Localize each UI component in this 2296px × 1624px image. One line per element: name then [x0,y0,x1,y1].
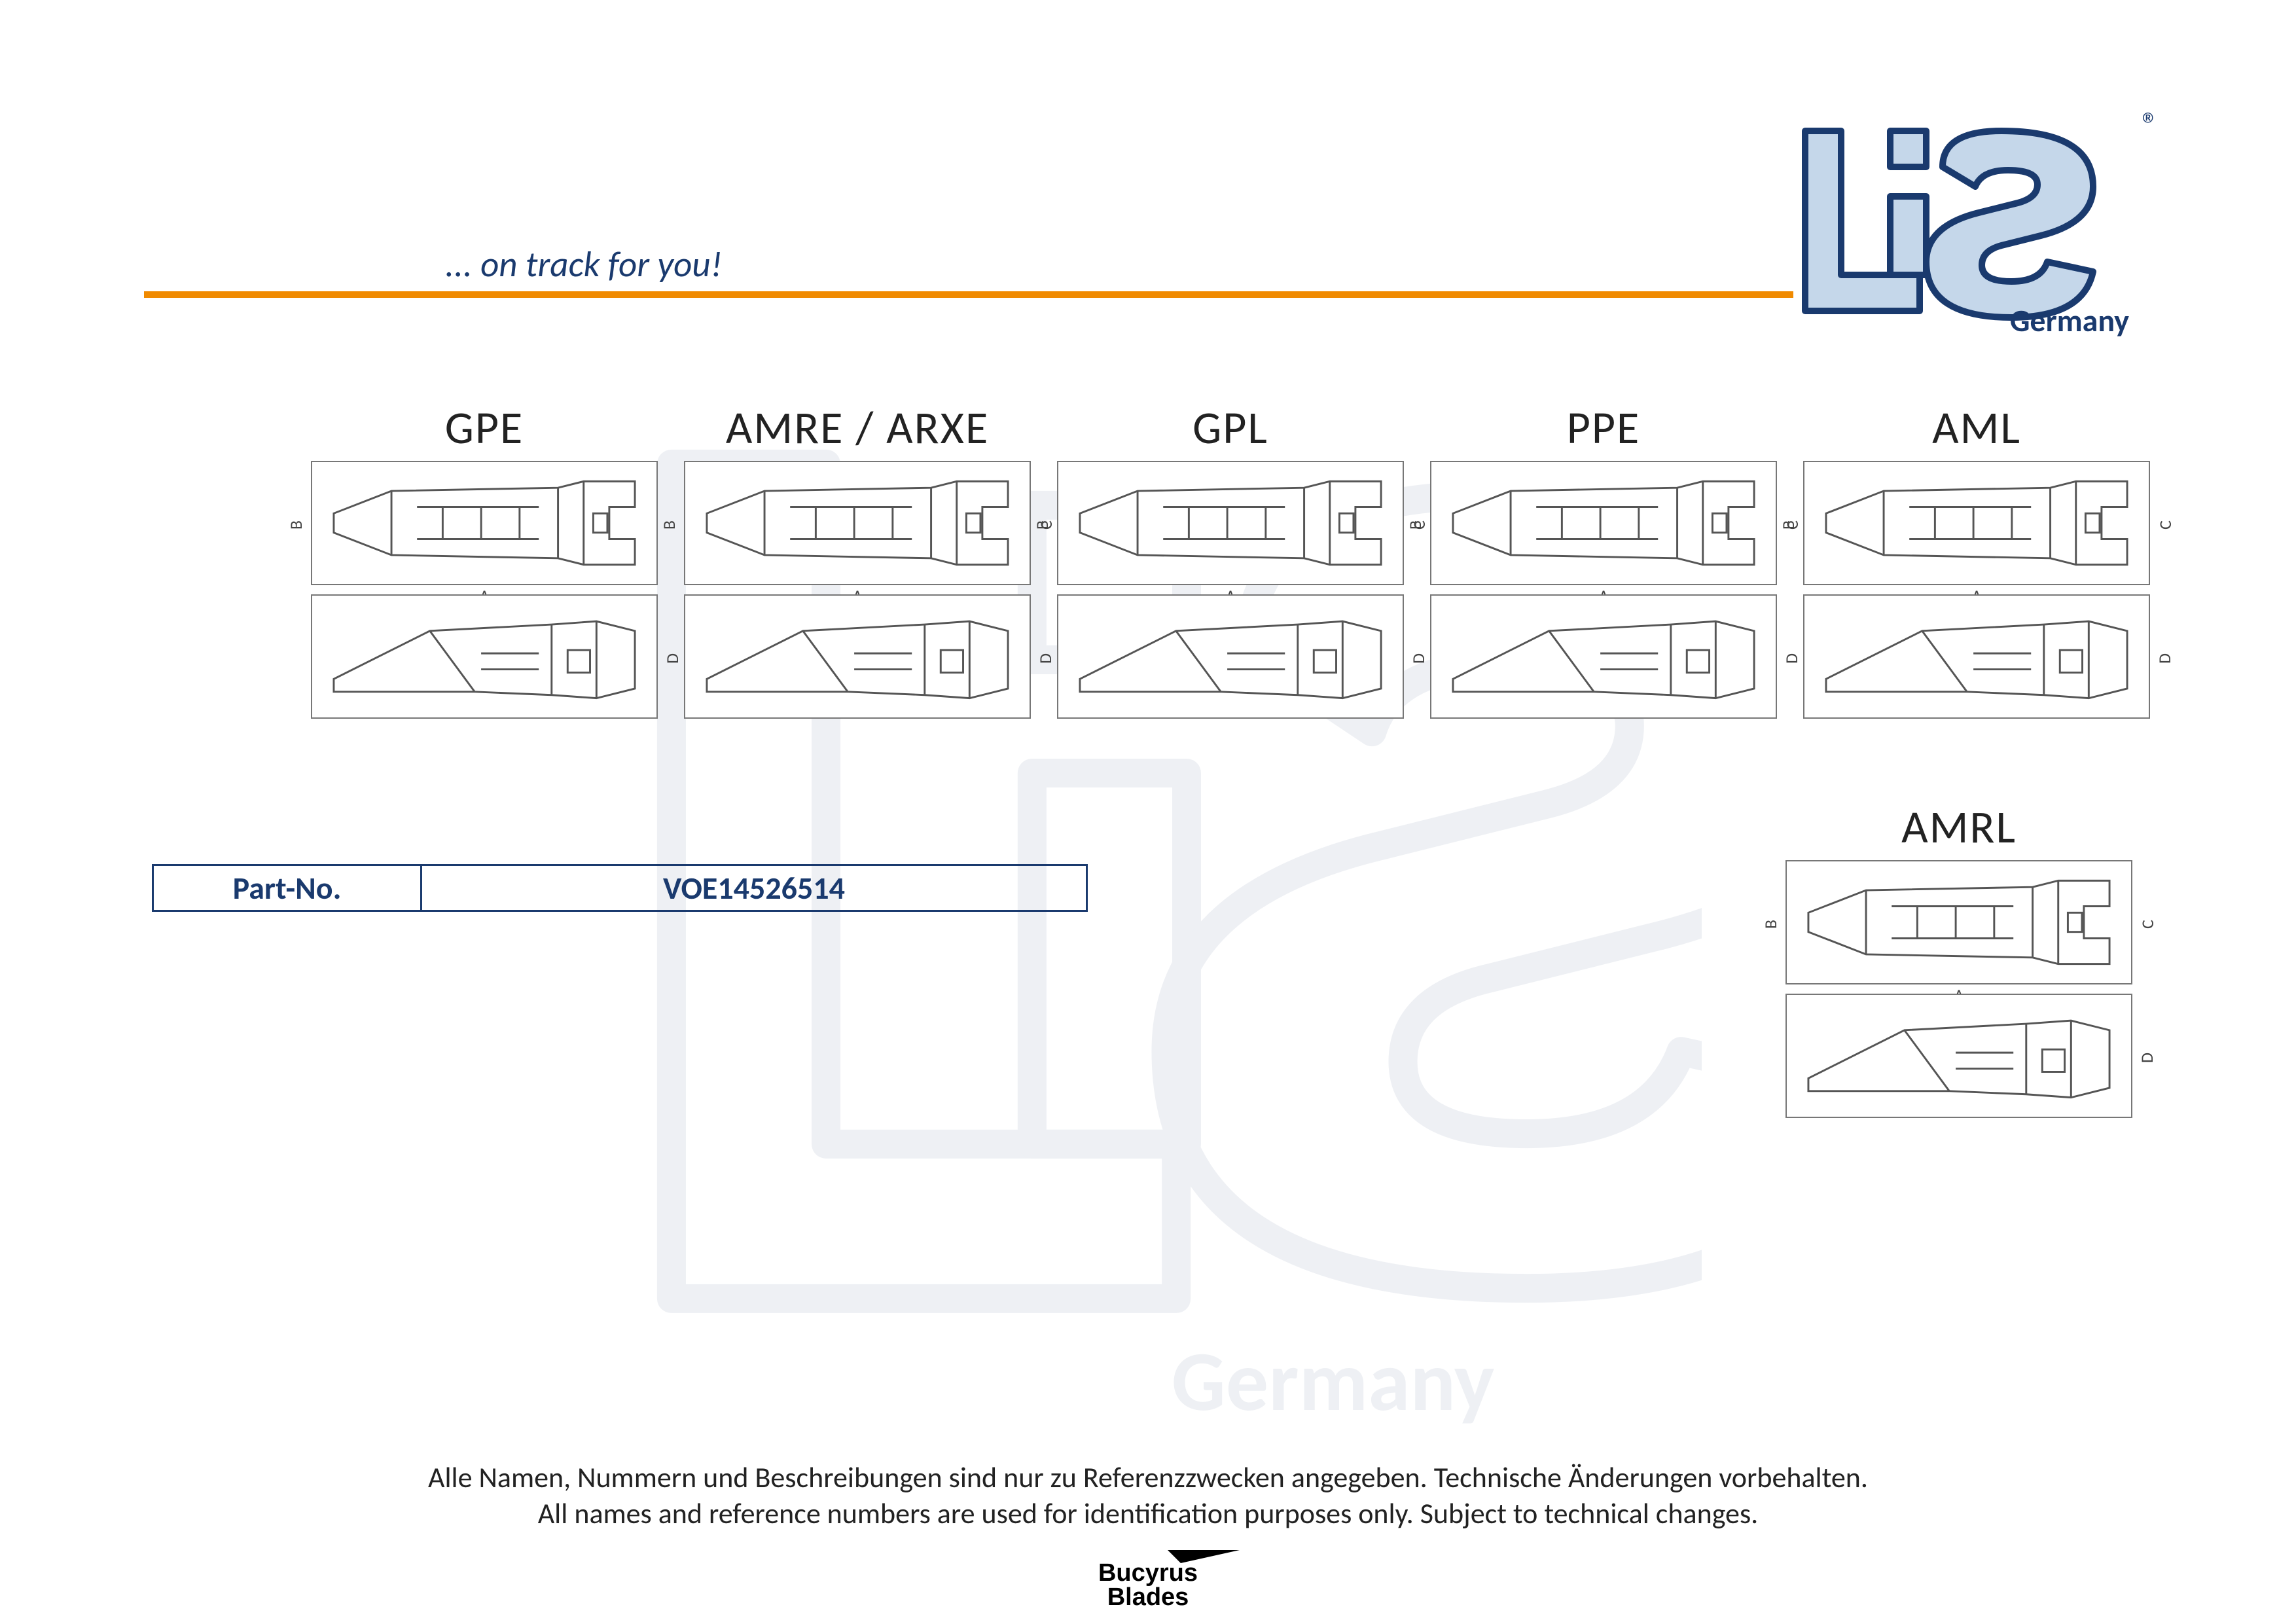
spec-header-val: VOE14526514 [422,865,1087,911]
dim-c: C [2137,920,2158,929]
product-diagram: AMRL BCA D [1785,799,2132,1118]
brand-logo [1792,105,2145,327]
dim-b: B [1760,920,1781,929]
dim-b: B [1031,520,1052,530]
product-diagram: AML BCA D [1800,399,2153,740]
drawing-side-view: D [1785,994,2132,1118]
spec-table: Part-No. VOE14526514 [152,864,1088,912]
dim-d: D [1035,653,1056,664]
drawing-side-view: D [1430,594,1777,719]
drawing-top-view: BA [311,461,658,585]
drawing-top-view: BCA [1803,461,2150,585]
drawing-top-view: BCA [1785,860,2132,984]
dim-b: B [1405,520,1426,530]
header-rule [144,291,1793,298]
blades-text: Blades [1107,1583,1189,1610]
product-label: AMRE / ARXE [726,399,989,456]
disclaimer: Alle Namen, Nummern und Beschreibungen s… [0,1460,2296,1532]
product-label: GPE [445,399,524,456]
disclaimer-en: All names and reference numbers are used… [0,1496,2296,1532]
watermark-text: Germany [1172,1329,1494,1433]
drawing-side-view: D [684,594,1031,719]
registered-mark: ® [2142,105,2159,145]
product-diagram: AMRE / ARXE BCA D [681,399,1034,740]
spec-header-key: Part-No. [153,865,422,911]
drawing-side-view: D [311,594,658,719]
drawing-top-view: BCA [1057,461,1404,585]
dim-d: D [662,653,683,664]
bucyrus-text: Bucyrus [1098,1559,1198,1587]
dim-b: B [285,520,306,530]
dim-d: D [1781,653,1802,664]
disclaimer-de: Alle Namen, Nummern und Beschreibungen s… [0,1460,2296,1496]
product-diagram: GPL BCA D [1054,399,1407,740]
spec-header-row: Part-No. VOE14526514 [153,865,1087,911]
product-diagram-amrl: AMRL BCA D [1776,799,2142,1118]
product-label: AMRL [1901,799,2017,855]
product-diagram: PPE BCA D [1427,399,1780,740]
drawing-side-view: D [1803,594,2150,719]
product-label: AML [1932,399,2021,456]
dim-b: B [658,520,679,530]
dim-c: C [2155,520,2176,530]
tagline: ... on track for you! [445,242,723,286]
dim-d: D [2154,653,2175,664]
dim-d: D [2136,1053,2157,1063]
dim-b: B [1778,520,1799,530]
logo-subtext: Germany [2010,301,2129,340]
product-label: PPE [1567,399,1641,456]
bucyrus-blades-logo: Bucyrus Blades [1043,1545,1253,1614]
product-label: GPL [1193,399,1268,456]
product-diagram-row: GPE BA DAMRE / ARXE BCA DGPL [308,399,2153,740]
drawing-side-view: D [1057,594,1404,719]
drawing-top-view: BCA [684,461,1031,585]
dim-d: D [1408,653,1429,664]
drawing-top-view: BCA [1430,461,1777,585]
product-diagram: GPE BA D [308,399,661,740]
